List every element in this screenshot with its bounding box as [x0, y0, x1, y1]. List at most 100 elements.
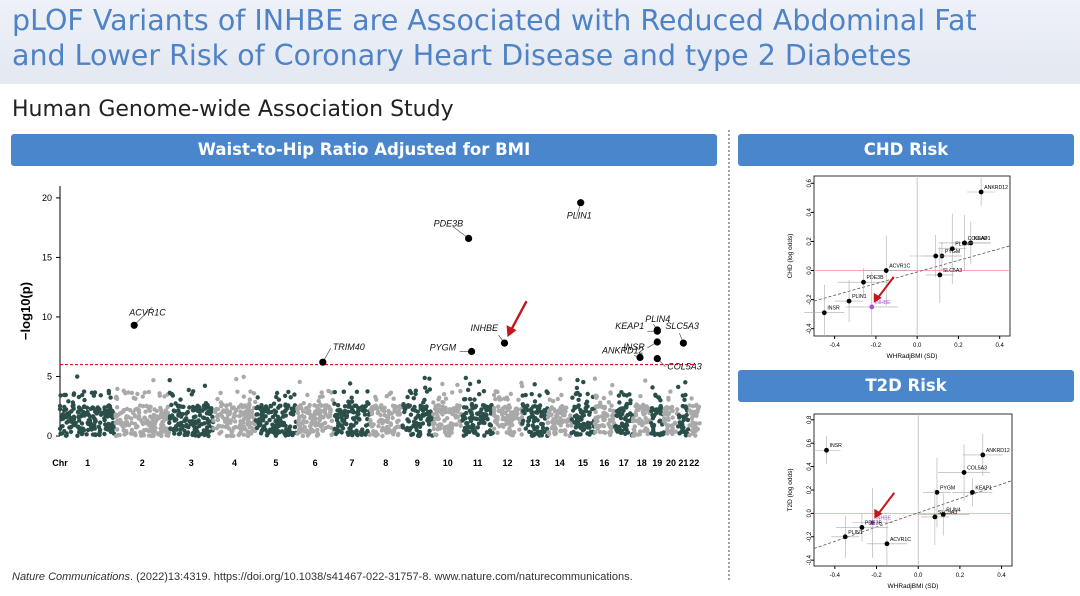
point-label-col5a3: COL5A3 [967, 465, 987, 471]
manhattan-point [427, 410, 432, 415]
manhattan-point [176, 423, 182, 428]
manhattan-point [689, 396, 694, 401]
manhattan-point [485, 417, 490, 422]
manhattan-point [207, 429, 212, 434]
manhattan-point [322, 403, 327, 408]
manhattan-point [236, 404, 242, 410]
manhattan-point [553, 425, 558, 430]
manhattan-point [495, 417, 500, 422]
manhattan-point [632, 428, 637, 433]
manhattan-point [645, 431, 650, 437]
manhattan-point [79, 421, 85, 426]
manhattan-point [349, 395, 354, 400]
manhattan-point [469, 410, 474, 415]
hit-point-pygm [468, 347, 476, 356]
manhattan-point [249, 425, 254, 431]
manhattan-point [253, 399, 258, 405]
manhattan-point [322, 420, 328, 426]
manhattan-point [114, 405, 120, 410]
manhattan-point [115, 427, 120, 432]
manhattan-point [373, 433, 378, 438]
manhattan-point [400, 423, 405, 428]
manhattan-point [180, 423, 185, 429]
manhattan-point [352, 403, 357, 408]
y-tick-label: -0.2 [807, 531, 813, 542]
manhattan-point [342, 412, 347, 418]
manhattan-point [157, 391, 162, 396]
manhattan-point [319, 390, 324, 395]
manhattan-point [358, 430, 363, 435]
point-label-ankrd12: ANKRD12 [986, 448, 1010, 454]
panel-divider [728, 130, 730, 580]
manhattan-point [202, 383, 208, 388]
hit-label-slc5a3: SLC5A3 [665, 321, 699, 331]
point-inhbe [869, 304, 875, 310]
point-ankrd12 [980, 452, 986, 458]
chromosome-label: 19 [652, 458, 662, 468]
manhattan-point [78, 414, 84, 419]
manhattan-point [441, 400, 446, 405]
manhattan-point [316, 407, 321, 412]
manhattan-point [241, 374, 246, 379]
manhattan-point [663, 411, 669, 416]
manhattan-point [408, 425, 413, 431]
manhattan-point [317, 411, 323, 417]
manhattan-point [248, 421, 254, 426]
manhattan-point [335, 403, 341, 408]
point-acvr1c [883, 268, 889, 273]
manhattan-point [354, 410, 359, 415]
manhattan-point [602, 417, 607, 422]
manhattan-point [569, 417, 574, 422]
manhattan-point [171, 408, 176, 413]
manhattan-point [430, 420, 436, 426]
manhattan-point [256, 420, 261, 425]
chromosome-label: 7 [349, 458, 354, 468]
manhattan-point [507, 414, 512, 419]
manhattan-point [363, 423, 369, 428]
manhattan-point [184, 424, 189, 429]
manhattan-point [609, 429, 614, 435]
citation-journal: Nature Communications [12, 571, 130, 583]
manhattan-point [60, 424, 65, 429]
manhattan-point [555, 413, 560, 419]
t2d-panel-header: T2D Risk [738, 370, 1074, 402]
manhattan-point [126, 414, 131, 420]
manhattan-point [84, 432, 89, 437]
manhattan-point [568, 413, 573, 418]
manhattan-point [287, 424, 293, 429]
point-label-keap1: KEAP1 [974, 236, 991, 242]
manhattan-point [296, 418, 301, 423]
chromosome-label: 21 [678, 458, 688, 468]
manhattan-point [365, 389, 370, 394]
point-col5a3 [962, 240, 968, 246]
manhattan-point [417, 422, 423, 427]
y-tick-label: 0 [47, 431, 52, 441]
manhattan-point [609, 403, 614, 408]
x-axis-label: WHRadjBMI (SD) [887, 353, 938, 360]
manhattan-point [407, 388, 413, 394]
manhattan-point [254, 425, 260, 431]
chromosome-label: 17 [619, 458, 629, 468]
manhattan-point [332, 389, 337, 395]
manhattan-point [519, 415, 525, 420]
manhattan-point [476, 379, 482, 384]
manhattan-point [475, 411, 481, 416]
point-slc5a3 [937, 272, 943, 278]
manhattan-point [578, 423, 583, 429]
manhattan-point [408, 412, 414, 417]
manhattan-point [649, 408, 654, 414]
hit-label-pde3b: PDE3B [434, 218, 464, 228]
hit-point-acvr1c [130, 321, 138, 329]
manhattan-point [312, 403, 317, 408]
manhattan-point [142, 415, 147, 421]
chromosome-label: 18 [637, 458, 647, 468]
manhattan-point [496, 395, 502, 400]
manhattan-point [450, 390, 455, 395]
y-axis-label: T2D (log odds) [787, 469, 794, 512]
manhattan-point [167, 420, 172, 425]
manhattan-point [559, 392, 564, 398]
manhattan-point [218, 390, 223, 396]
manhattan-point [202, 432, 207, 438]
manhattan-point [606, 421, 611, 427]
manhattan-point [693, 423, 698, 428]
